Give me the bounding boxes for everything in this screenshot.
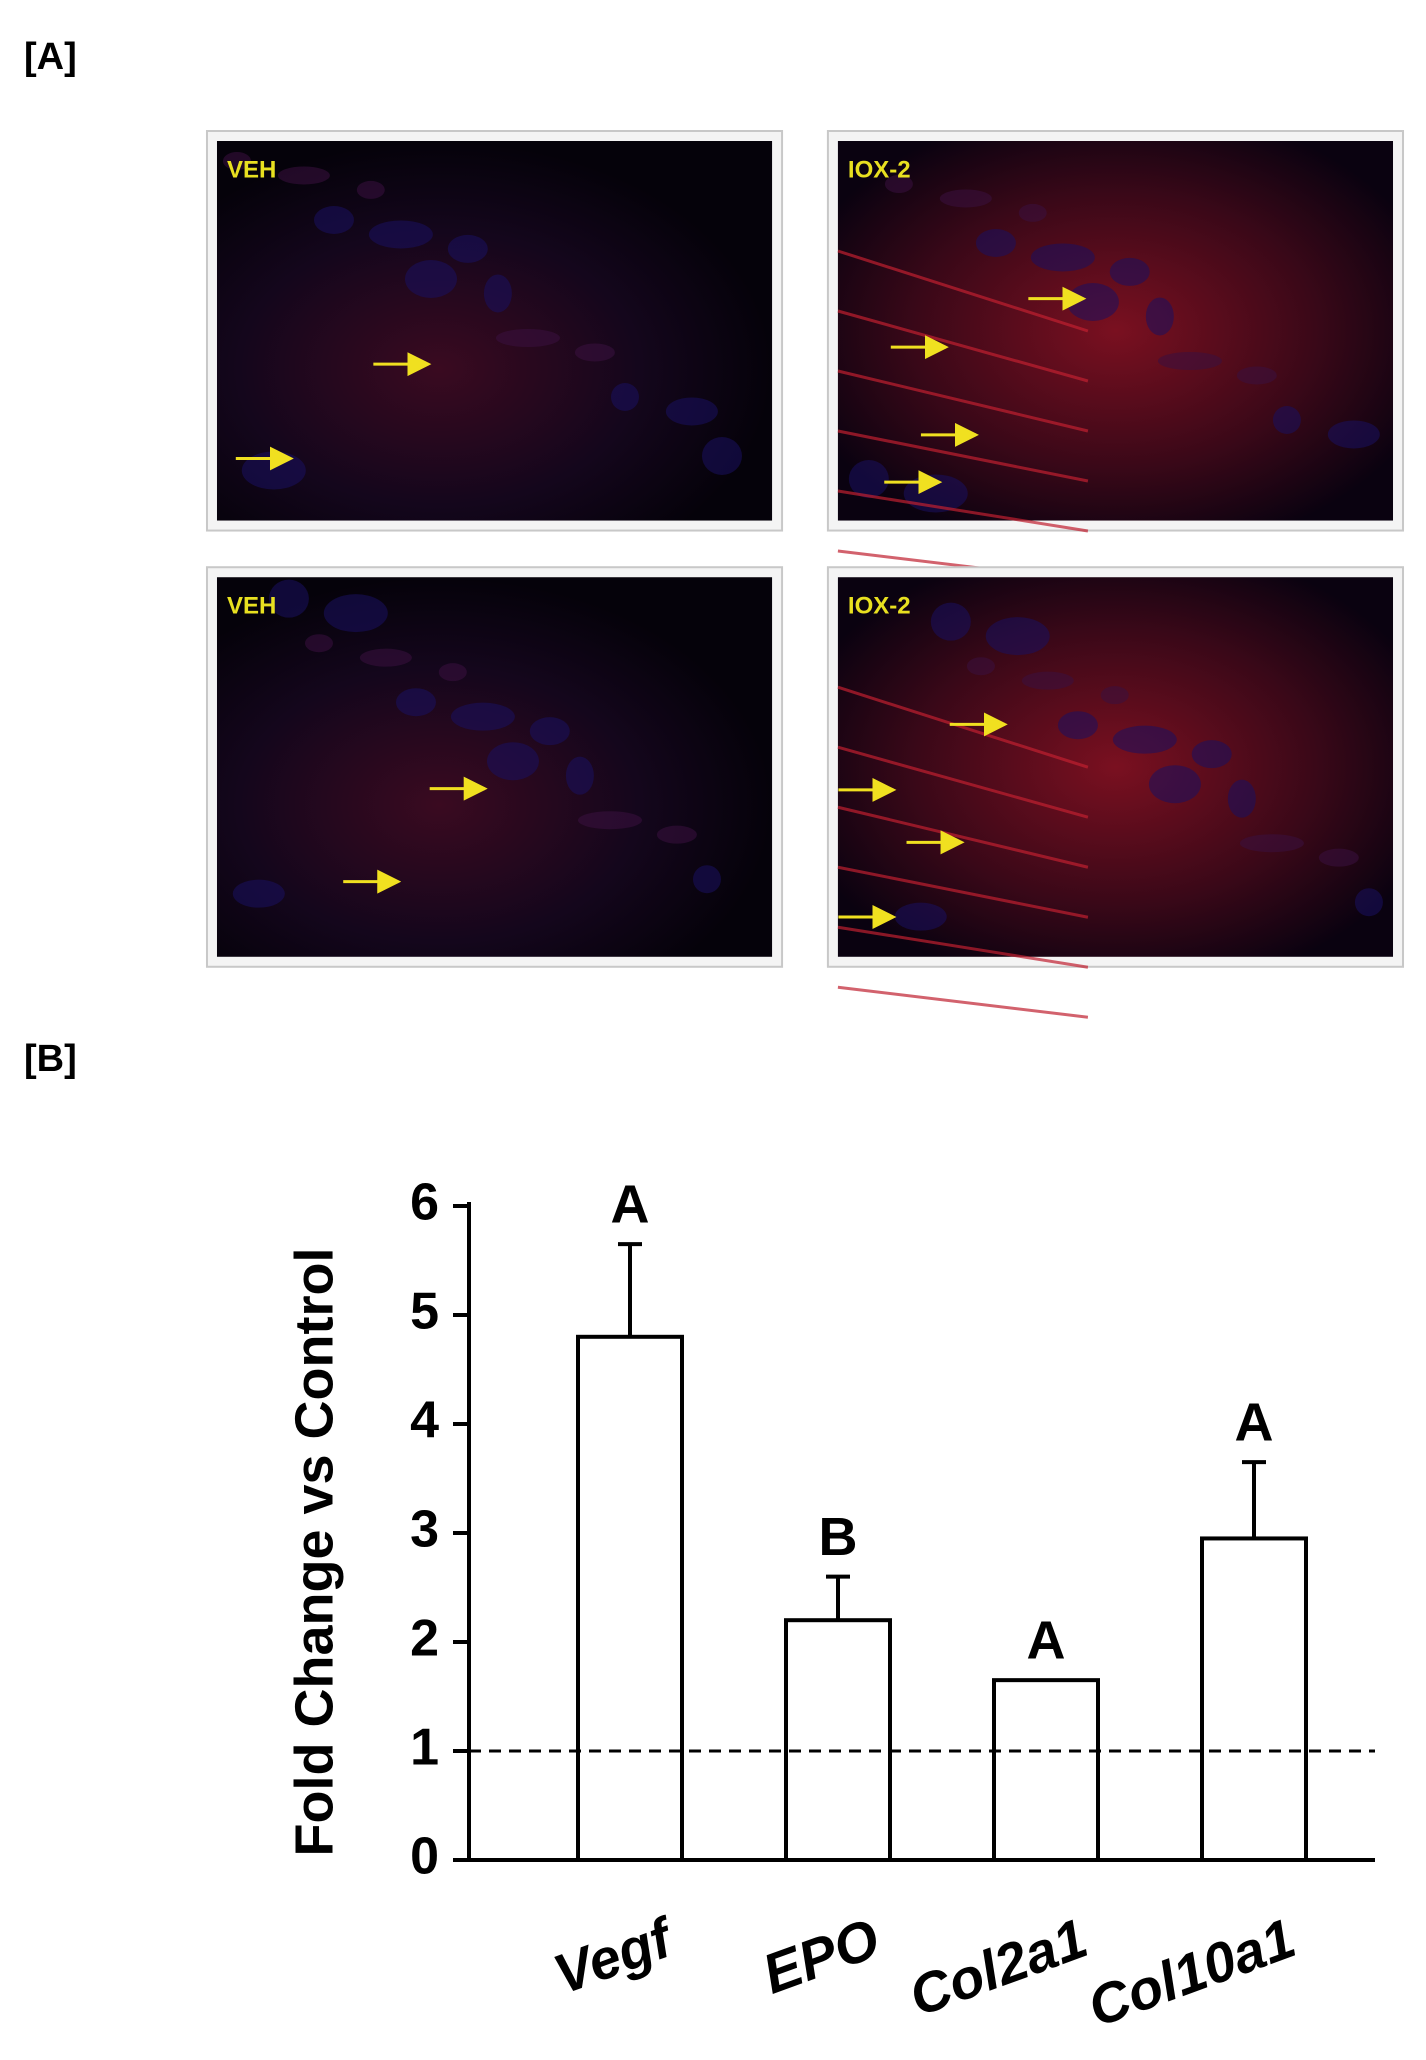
significance-label: A [1027, 1610, 1066, 1670]
cell [701, 437, 742, 475]
image-label: VEH [227, 156, 276, 183]
significance-label: B [819, 1507, 858, 1567]
cell [939, 189, 992, 208]
cell [985, 617, 1050, 656]
cell [313, 206, 354, 234]
cell [529, 717, 570, 746]
x-tick-label: Col10a1 [1080, 1906, 1303, 2039]
stain-streak [837, 685, 1089, 769]
x-tick-label: Vegf [546, 1904, 685, 2006]
image-label: IOX-2 [848, 593, 911, 620]
cell [1148, 765, 1201, 804]
micrograph [837, 577, 1394, 957]
cell [323, 594, 388, 633]
panel-label: [A] [24, 36, 77, 78]
cell [1327, 420, 1380, 449]
stain-streak [837, 925, 1089, 969]
stain-streak [837, 249, 1089, 333]
y-tick-label: 4 [410, 1392, 439, 1450]
y-tick-label: 6 [410, 1174, 439, 1232]
cell [1030, 243, 1095, 272]
x-tick-label: EPO [754, 1906, 887, 2006]
cell [577, 811, 642, 830]
cell [692, 865, 721, 894]
cell [1239, 834, 1304, 853]
cell [894, 902, 947, 931]
cell [1066, 283, 1119, 321]
cell [1109, 257, 1150, 286]
y-tick-label: 2 [410, 1610, 439, 1668]
stain-streak [837, 985, 1089, 1019]
cell [368, 220, 433, 249]
image-label: VEH [227, 593, 276, 620]
cell [1236, 366, 1277, 385]
cell [483, 274, 512, 313]
bar [784, 1618, 892, 1862]
cell [304, 634, 333, 653]
panel-label: [B] [24, 1038, 77, 1080]
cell [565, 756, 594, 795]
cell [1100, 686, 1129, 705]
cell [665, 397, 718, 426]
image-label: IOX-2 [848, 156, 911, 183]
cell [450, 702, 515, 731]
stain-streak [837, 745, 1089, 819]
y-axis-label: Fold Change vs Control [284, 1247, 344, 1856]
cell [395, 688, 436, 717]
bar [992, 1678, 1100, 1863]
cell [268, 579, 309, 618]
cell [1021, 671, 1074, 690]
cell [656, 825, 697, 844]
cell [848, 460, 889, 498]
y-tick-label: 3 [410, 1501, 439, 1559]
cell [975, 229, 1016, 257]
micrograph [216, 141, 773, 521]
cell [574, 343, 615, 362]
cell [610, 383, 639, 411]
bar [1200, 1536, 1308, 1862]
bar [576, 1334, 684, 1863]
cell [277, 166, 330, 185]
x-tick-label: Col2a1 [901, 1906, 1095, 2028]
y-tick-label: 5 [410, 1283, 439, 1341]
cell [222, 152, 251, 170]
cell [232, 879, 285, 908]
cell [404, 260, 457, 298]
cell [1018, 203, 1047, 222]
cell [1157, 352, 1222, 370]
cell [1191, 740, 1232, 769]
significance-label: A [1235, 1392, 1274, 1452]
significance-label: A [611, 1174, 650, 1234]
cell [1057, 711, 1098, 740]
cell [966, 657, 995, 676]
stain-streak [837, 489, 1089, 533]
cell [438, 663, 467, 682]
y-tick-label: 0 [410, 1828, 439, 1886]
stain-streak [837, 865, 1089, 919]
cell [884, 175, 913, 193]
cell [1145, 297, 1174, 336]
cell [930, 602, 971, 641]
cell [1354, 888, 1383, 917]
cell [1272, 406, 1301, 434]
cell [359, 648, 412, 667]
cell [1227, 779, 1256, 818]
stain-streak [837, 369, 1089, 433]
cell [356, 180, 385, 199]
y-tick-label: 1 [410, 1719, 439, 1777]
cell [495, 329, 560, 347]
cell [1318, 848, 1359, 867]
cell [1112, 725, 1177, 754]
stain-streak [837, 429, 1089, 483]
micrograph [837, 141, 1394, 521]
stain-streak [837, 309, 1089, 383]
cell [447, 234, 488, 263]
cell [486, 742, 539, 781]
